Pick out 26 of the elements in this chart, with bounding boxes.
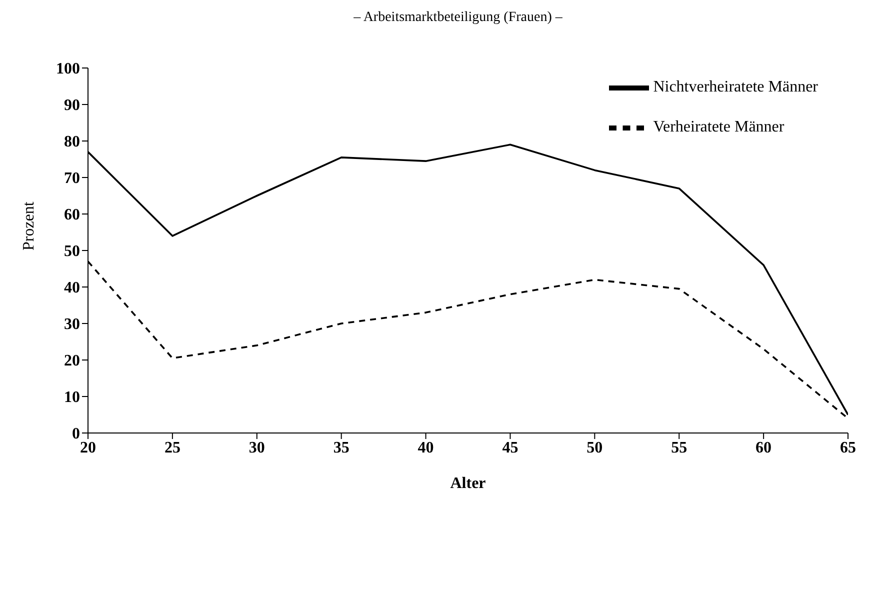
x-tick-label: 25	[164, 439, 180, 456]
legend-label: Nichtverheiratete Männer	[653, 78, 818, 96]
x-tick-label: 20	[80, 439, 96, 456]
y-tick-label: 100	[56, 60, 80, 78]
x-tick-label: 45	[502, 439, 518, 456]
y-tick-label: 50	[64, 243, 80, 260]
x-tick-label: 30	[248, 439, 265, 456]
y-tick-label: 70	[64, 170, 80, 188]
x-tick-label: 55	[671, 439, 688, 456]
x-tick-label: 50	[586, 439, 603, 456]
y-tick-label: 90	[64, 97, 80, 114]
y-tick-label: 0	[72, 426, 80, 443]
y-tick-label: 10	[64, 389, 80, 406]
y-tick-label: 80	[64, 134, 80, 151]
y-tick-label: 30	[64, 316, 80, 334]
x-tick-label: 40	[418, 439, 434, 456]
y-tick-label: 20	[64, 352, 80, 370]
chart-title: – Arbeitsmarktbeteiligung (Frauen) –	[352, 10, 564, 26]
x-axis-title: Alter	[450, 475, 486, 492]
y-axis-title: Prozent	[20, 201, 38, 250]
legend-label: Verheiratete Männer	[653, 118, 784, 136]
y-tick-label: 60	[64, 206, 80, 224]
x-tick-label: 65	[840, 439, 856, 456]
x-tick-label: 60	[756, 439, 772, 456]
y-tick-label: 40	[64, 280, 80, 297]
x-tick-label: 35	[333, 439, 350, 456]
